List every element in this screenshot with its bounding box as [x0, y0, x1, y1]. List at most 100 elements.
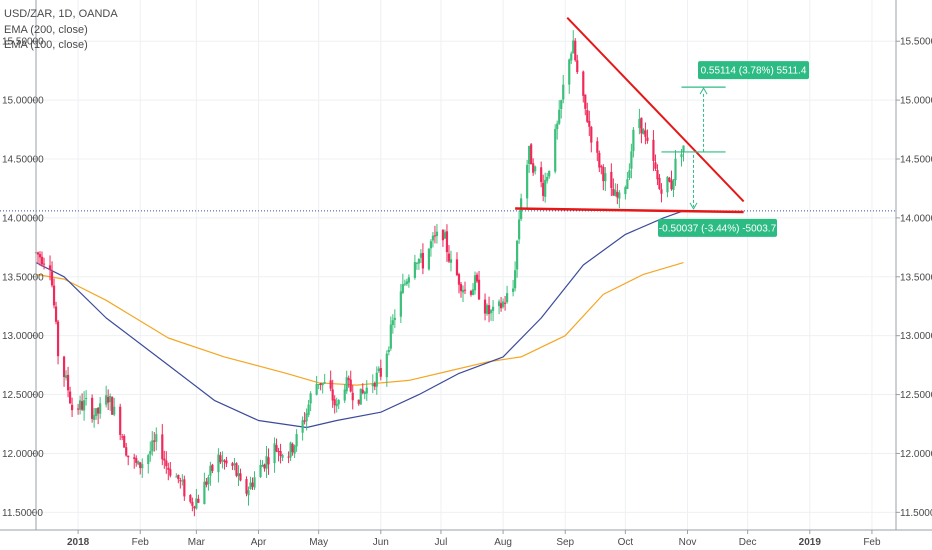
candle[interactable] [113, 397, 116, 417]
candle[interactable] [373, 381, 376, 391]
candle[interactable] [646, 129, 649, 144]
candle[interactable] [512, 280, 515, 297]
candle[interactable] [363, 390, 366, 400]
candle[interactable] [540, 161, 543, 188]
candle[interactable] [281, 453, 284, 462]
candle[interactable] [457, 272, 461, 294]
candle[interactable] [62, 355, 66, 387]
candle[interactable] [279, 443, 282, 464]
candle[interactable] [534, 165, 537, 175]
candle[interactable] [445, 224, 449, 262]
candle[interactable] [165, 451, 168, 474]
candle[interactable] [630, 143, 633, 179]
candle[interactable] [149, 441, 152, 462]
candle[interactable] [656, 164, 659, 186]
candle[interactable] [189, 494, 192, 504]
candle[interactable] [99, 397, 102, 419]
candle[interactable] [361, 383, 364, 395]
candle[interactable] [471, 283, 475, 296]
price-range-up[interactable]: 0.55114 (3.78%) 5511.4 [661, 61, 809, 153]
candle[interactable] [127, 455, 130, 466]
candle[interactable] [225, 456, 228, 467]
candle[interactable] [473, 271, 477, 295]
candle[interactable] [483, 293, 487, 321]
candle[interactable] [477, 270, 481, 301]
support-trendline[interactable] [515, 207, 744, 214]
candle[interactable] [548, 170, 551, 179]
candle[interactable] [501, 298, 505, 309]
candle[interactable] [36, 251, 40, 264]
candle[interactable] [614, 183, 617, 197]
candle[interactable] [604, 167, 607, 192]
candle[interactable] [347, 375, 350, 388]
candle[interactable] [309, 391, 312, 412]
candle[interactable] [455, 252, 459, 277]
candle[interactable] [638, 108, 641, 135]
candle[interactable] [672, 179, 675, 198]
candle[interactable] [391, 314, 394, 334]
candle[interactable] [211, 463, 214, 474]
candle[interactable] [443, 229, 447, 240]
candle[interactable] [584, 94, 587, 116]
candle[interactable] [151, 431, 154, 456]
candle[interactable] [516, 239, 519, 278]
candle[interactable] [568, 58, 571, 94]
candle[interactable] [209, 461, 212, 486]
candle[interactable] [38, 251, 42, 266]
ema100-line[interactable] [35, 210, 684, 429]
candle[interactable] [76, 403, 80, 415]
price-range-down[interactable]: -0.50037 (-3.44%) -5003.7 [658, 154, 777, 237]
candle[interactable] [582, 70, 585, 103]
candle[interactable] [239, 468, 242, 482]
candle[interactable] [518, 210, 521, 244]
candle[interactable] [357, 399, 360, 406]
candle[interactable] [307, 399, 310, 418]
candle[interactable] [590, 125, 593, 153]
candle[interactable] [317, 383, 320, 390]
descending-trendline[interactable] [566, 16, 745, 203]
candle[interactable] [135, 455, 138, 467]
candle[interactable] [632, 127, 635, 158]
candle[interactable] [644, 122, 647, 145]
candle[interactable] [674, 150, 677, 186]
candle[interactable] [393, 309, 396, 328]
candle[interactable] [263, 463, 266, 472]
candle[interactable] [652, 130, 655, 172]
candle[interactable] [447, 245, 451, 263]
candle[interactable] [265, 445, 268, 478]
candle[interactable] [505, 285, 509, 304]
candle[interactable] [319, 382, 322, 391]
candle[interactable] [40, 251, 44, 267]
candle[interactable] [682, 145, 685, 162]
candle[interactable] [133, 453, 136, 469]
candle[interactable] [83, 391, 86, 421]
ema200-legend[interactable]: EMA (200, close) [4, 24, 88, 36]
candle[interactable] [503, 296, 507, 311]
candle[interactable] [574, 38, 577, 62]
candle[interactable] [489, 309, 493, 321]
candle[interactable] [526, 159, 529, 209]
candle[interactable] [337, 399, 340, 410]
candle[interactable] [275, 438, 278, 453]
candle[interactable] [628, 163, 631, 181]
candle[interactable] [365, 380, 368, 401]
candle[interactable] [429, 239, 433, 257]
candle[interactable] [570, 51, 573, 65]
candle[interactable] [287, 451, 290, 464]
candle[interactable] [261, 460, 264, 467]
candle[interactable] [66, 366, 70, 398]
candle[interactable] [359, 388, 362, 405]
candle[interactable] [487, 296, 491, 323]
candle[interactable] [293, 444, 296, 458]
candle[interactable] [161, 424, 164, 466]
candle[interactable] [301, 416, 304, 441]
candle[interactable] [612, 178, 615, 196]
candle[interactable] [50, 261, 54, 288]
candle[interactable] [560, 99, 563, 119]
candle[interactable] [321, 382, 324, 394]
candle[interactable] [626, 171, 629, 190]
candle[interactable] [514, 261, 517, 292]
ema100-legend[interactable]: EMA (100, close) [4, 39, 88, 51]
candle[interactable] [658, 174, 661, 190]
candle[interactable] [463, 281, 467, 295]
